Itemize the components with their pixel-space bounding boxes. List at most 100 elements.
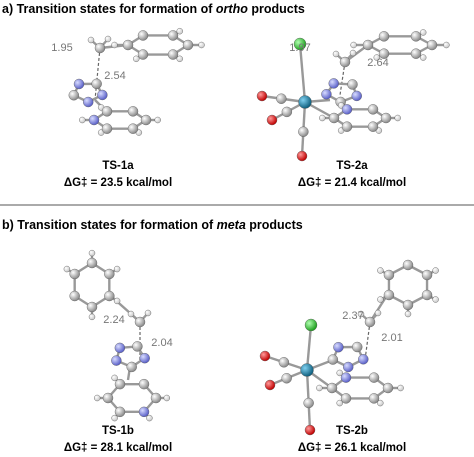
atom: [341, 121, 353, 132]
atom: [362, 39, 374, 51]
energy: ΔG‡ = 28.1 kcal/mol: [64, 442, 172, 454]
structure-name: TS-2b: [336, 425, 368, 437]
atom: [300, 363, 314, 377]
structure-name: TS-2a: [336, 160, 368, 172]
atom: [113, 297, 121, 305]
atom: [377, 296, 384, 303]
atom: [114, 406, 126, 418]
atom: [126, 361, 137, 373]
atom: [341, 104, 353, 115]
atom: [340, 393, 352, 404]
title-text: a) Transition states for formation of: [2, 2, 216, 16]
forming-bond: [339, 61, 346, 96]
atom: [367, 121, 379, 132]
atom: [377, 267, 384, 274]
forming-bond: [94, 47, 101, 101]
distance-label: 2.37: [342, 310, 363, 322]
atoms: [63, 27, 450, 436]
atom: [140, 114, 152, 126]
atom: [367, 104, 379, 115]
atom: [339, 56, 351, 68]
atom: [336, 399, 343, 407]
distance-label: 2.24: [103, 314, 124, 326]
atom: [383, 269, 395, 281]
atom: [176, 27, 183, 35]
atom: [114, 378, 126, 390]
atom: [113, 265, 121, 273]
title-text: b) Transition states for formation of: [2, 218, 217, 232]
atom: [111, 414, 118, 422]
atom: [373, 54, 380, 61]
atom: [316, 384, 323, 392]
atom: [383, 289, 395, 301]
atom: [276, 93, 287, 104]
energy: ΔG‡ = 26.1 kcal/mol: [298, 442, 406, 454]
atom: [377, 399, 384, 407]
atom: [69, 268, 80, 280]
atom: [101, 123, 113, 134]
atom: [374, 309, 382, 317]
atom: [154, 116, 161, 124]
atom: [150, 392, 162, 404]
bond: [305, 324, 313, 371]
atom: [303, 397, 314, 409]
atom: [321, 89, 332, 100]
atom: [404, 310, 412, 318]
forming-bond: [364, 321, 371, 361]
atom: [134, 316, 146, 328]
structure-name: TS-1a: [102, 160, 134, 172]
atom: [382, 382, 394, 394]
panel-title: b) Transition states for formation of me…: [2, 218, 303, 232]
atom: [304, 424, 316, 436]
atom: [278, 357, 290, 368]
atom: [144, 309, 152, 317]
atom: [73, 78, 85, 90]
atom: [139, 352, 150, 364]
molecular-models: [63, 27, 450, 436]
atom: [351, 90, 362, 102]
atom: [410, 31, 422, 42]
atom: [368, 393, 380, 404]
atom: [421, 269, 433, 281]
atom: [332, 50, 340, 58]
atom: [443, 41, 450, 49]
atom: [326, 382, 338, 394]
atom: [138, 378, 150, 390]
atom: [88, 114, 100, 126]
atom: [358, 354, 369, 365]
atom: [266, 114, 278, 126]
atom: [122, 39, 134, 51]
atom: [138, 406, 150, 418]
atom: [127, 310, 135, 318]
panel-title: a) Transition states for formation of or…: [2, 2, 305, 16]
atom: [182, 39, 194, 51]
atom: [397, 384, 404, 392]
atom: [394, 114, 401, 122]
title-text: products: [246, 218, 303, 232]
atom: [380, 112, 392, 124]
atom: [328, 78, 339, 89]
atom: [426, 39, 438, 51]
atom: [410, 48, 422, 59]
atom: [104, 268, 115, 280]
atom: [336, 369, 343, 377]
atom: [364, 316, 376, 328]
atom: [69, 290, 80, 302]
atom: [420, 54, 427, 61]
atom: [343, 361, 354, 373]
atom: [264, 379, 276, 391]
atom: [94, 42, 106, 54]
distance-label: 1.95: [51, 42, 72, 54]
atom: [350, 41, 357, 49]
title-emphasis: ortho: [216, 2, 248, 16]
atom: [432, 267, 439, 274]
atom: [97, 89, 108, 101]
atom: [327, 354, 339, 365]
distance-label: 2.04: [151, 337, 172, 349]
atom: [167, 49, 179, 60]
atom: [402, 259, 414, 271]
atom: [402, 299, 414, 311]
atom: [281, 106, 293, 118]
atom: [352, 341, 363, 353]
atom: [111, 355, 122, 366]
